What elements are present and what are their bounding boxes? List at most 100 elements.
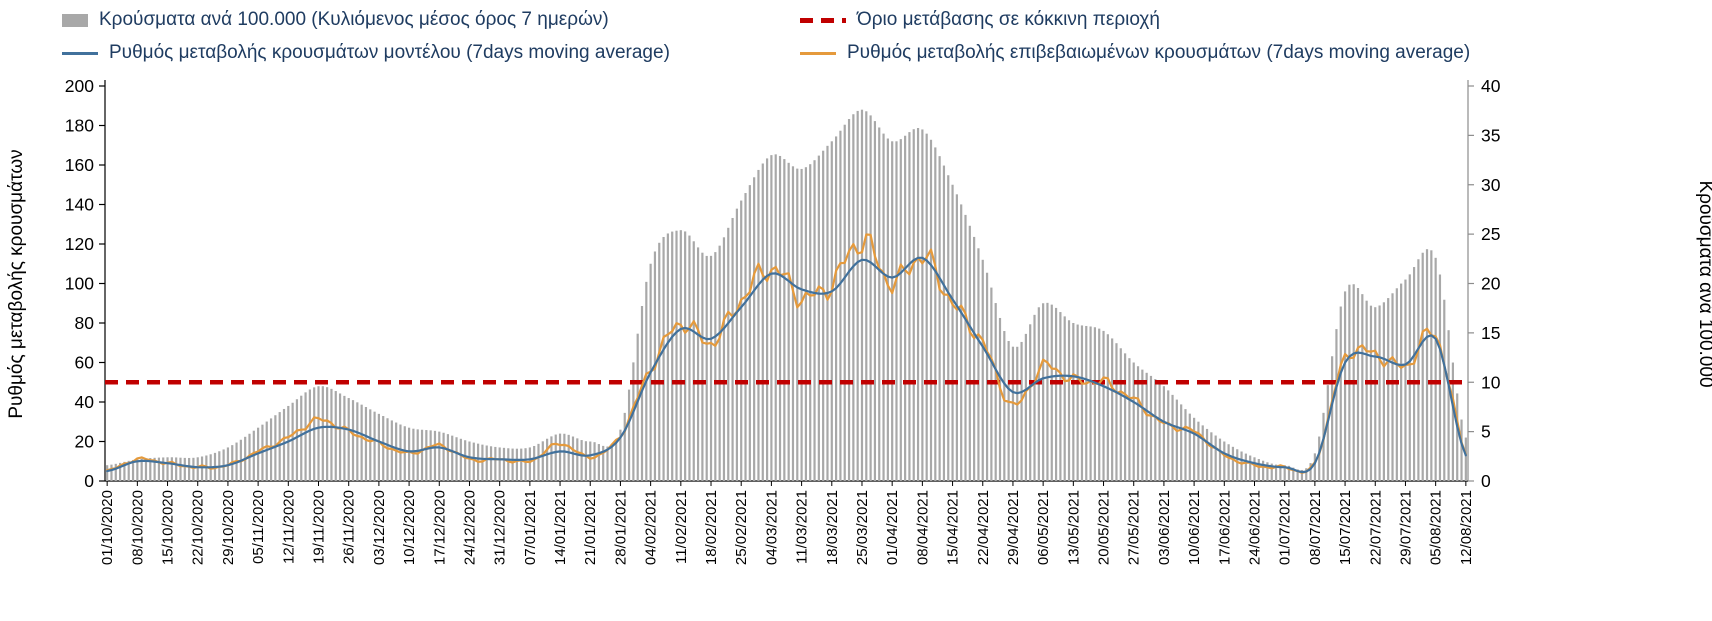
bar [714, 252, 717, 481]
bar [1240, 451, 1243, 481]
bar [1227, 444, 1230, 481]
bar [688, 235, 691, 481]
x-axis-tick-label: 08/10/2020 [129, 490, 146, 565]
bar [1374, 307, 1377, 481]
bar [295, 399, 299, 481]
bar [1378, 305, 1381, 481]
bar [1434, 257, 1437, 481]
bar [878, 127, 881, 481]
x-axis-tick-label: 29/10/2020 [220, 490, 237, 565]
bar [679, 230, 682, 481]
x-axis-tick-label: 12/11/2020 [280, 490, 297, 564]
bar [110, 464, 113, 481]
bar [615, 439, 618, 481]
bar [770, 155, 773, 482]
bar [567, 434, 570, 481]
bar [753, 177, 756, 481]
bar [369, 409, 372, 481]
bar [546, 438, 549, 481]
bar [1175, 399, 1178, 481]
left-axis-tick-label: 100 [65, 274, 94, 294]
bar [671, 231, 674, 481]
bar [589, 441, 592, 481]
bar [1460, 419, 1463, 481]
bar [192, 457, 195, 481]
x-axis-tick-label: 01/04/2021 [884, 490, 901, 565]
bar [873, 121, 877, 481]
bar [1171, 394, 1174, 481]
bar [278, 412, 281, 481]
x-axis-tick-label: 05/08/2021 [1428, 490, 1445, 565]
x-axis-tick-label: 11/02/2021 [673, 490, 690, 564]
right-axis-title: Κρούσματα ανά 100.000 [1695, 180, 1712, 387]
bar [981, 259, 984, 481]
bar [899, 139, 902, 481]
bar [304, 392, 307, 481]
bar [856, 110, 859, 482]
bar [175, 457, 178, 481]
bar [407, 427, 411, 481]
x-axis-tick-label: 18/03/2021 [824, 490, 841, 565]
bar [136, 459, 139, 481]
bar [1326, 385, 1329, 481]
bar [1119, 348, 1122, 481]
x-axis-tick-label: 17/06/2021 [1216, 490, 1233, 565]
bar [351, 400, 355, 481]
bar [912, 129, 915, 481]
x-axis-tick-label: 06/05/2021 [1035, 490, 1052, 565]
bar [1128, 358, 1131, 481]
bar [1136, 366, 1140, 481]
x-axis-tick-label: 08/04/2021 [914, 490, 931, 565]
bar [597, 444, 600, 481]
bar [1072, 323, 1075, 481]
x-axis-tick-label: 25/03/2021 [854, 490, 871, 565]
bar [196, 457, 199, 481]
bar [847, 119, 851, 481]
bar [1331, 356, 1334, 481]
bar [1106, 334, 1109, 481]
bar [1464, 437, 1467, 481]
bar [882, 133, 885, 481]
legend-label-confirmed: Ρυθμός μεταβολής επιβεβαιωμένων κρουσμάτ… [847, 42, 1471, 63]
bar [705, 255, 708, 481]
bar [951, 184, 954, 481]
left-axis-tick-label: 160 [65, 155, 94, 175]
bar [1305, 468, 1308, 481]
bar [571, 436, 575, 481]
x-axis-tick-label: 12/08/2021 [1458, 490, 1475, 565]
bar [684, 231, 687, 481]
bar [968, 225, 971, 481]
bar [1214, 435, 1217, 481]
bar [1218, 438, 1222, 481]
left-axis-tick-label: 200 [65, 76, 94, 96]
bar [438, 431, 441, 482]
x-axis-tick-label: 04/02/2021 [643, 490, 660, 565]
x-axis-tick-label: 04/03/2021 [763, 490, 780, 565]
bar [774, 154, 777, 481]
bar [1162, 386, 1166, 481]
right-axis-tick-label: 25 [1481, 224, 1500, 244]
bar [442, 432, 445, 481]
bar [1253, 457, 1256, 481]
bar [1141, 369, 1144, 481]
bar [1007, 341, 1010, 481]
right-axis-tick-label: 20 [1481, 274, 1501, 294]
bar [520, 448, 523, 481]
bar [123, 461, 126, 481]
bar [1102, 330, 1105, 481]
bar [1356, 288, 1360, 481]
bar [485, 445, 488, 481]
bar [343, 395, 346, 481]
bar [269, 418, 273, 481]
bar [1266, 462, 1269, 481]
bar [1193, 417, 1196, 481]
bar [533, 445, 536, 481]
legend-label-model: Ρυθμός μεταβολής κρουσμάτων μοντέλου (7d… [109, 42, 670, 63]
bar [157, 457, 161, 481]
model-line-swatch-icon [62, 51, 98, 55]
line-series-group [106, 233, 1467, 474]
bar [1300, 469, 1304, 481]
legend-item-confirmed: Ρυθμός μεταβολής επιβεβαιωμένων κρουσμάτ… [800, 42, 1470, 64]
x-axis-tick-label: 29/07/2021 [1397, 490, 1414, 565]
bar [524, 448, 527, 481]
